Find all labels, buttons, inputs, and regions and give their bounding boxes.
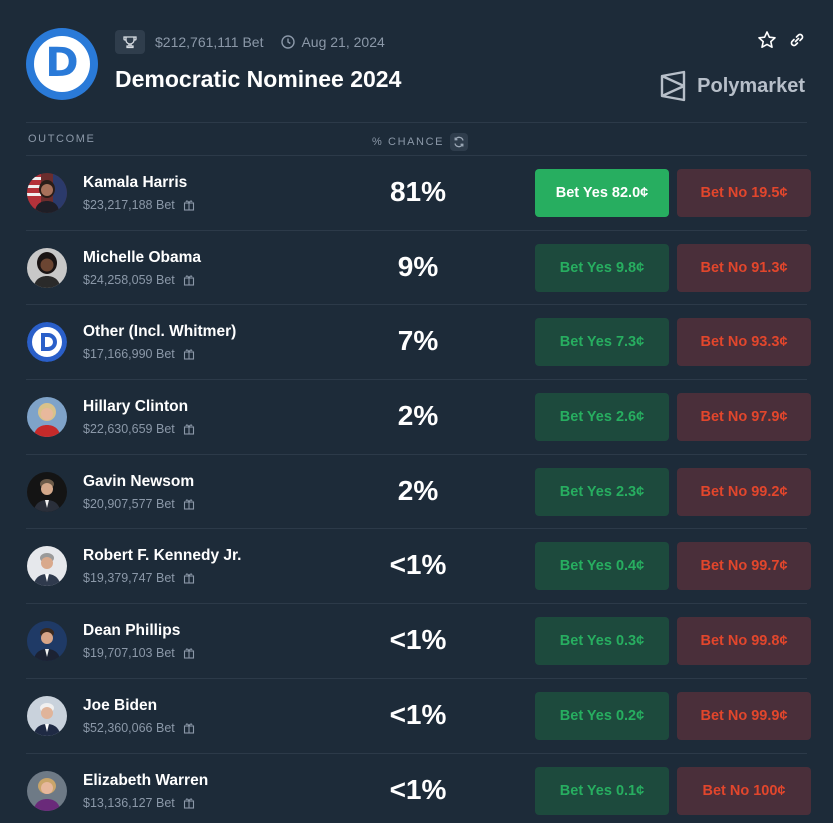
logo-letter: D [45, 40, 79, 86]
outcome-row: Hillary Clinton $22,630,659 Bet 2% Bet Y… [26, 380, 811, 455]
outcome-volume: $23,217,188 Bet [83, 198, 175, 212]
outcome-row: Gavin Newsom $20,907,577 Bet 2% Bet Yes … [26, 455, 811, 530]
outcome-chance: <1% [389, 624, 447, 656]
outcome-name[interactable]: Other (Incl. Whitmer) [83, 323, 237, 341]
outcome-volume: $20,907,577 Bet [83, 496, 175, 511]
avatar-other-democratic-logo [27, 322, 67, 363]
bet-no-button[interactable]: Bet No 99.2¢ [677, 467, 811, 516]
divider [26, 155, 807, 156]
polymarket-logo-icon [660, 70, 686, 102]
outcome-chance: 81% [389, 176, 447, 207]
outcome-chance: 2% [397, 400, 439, 432]
volume-text: $212,761,111 Bet [155, 34, 264, 50]
column-header-chance-label: % CHANCE [372, 136, 445, 148]
bet-yes-button[interactable]: Bet Yes 2.3¢ [535, 467, 669, 516]
outcome-name[interactable]: Gavin Newsom [83, 472, 195, 490]
outcome-row: Michelle Obama $24,258,059 Bet 9% Bet Ye… [26, 231, 811, 306]
gift-icon[interactable] [183, 423, 195, 435]
bet-yes-button[interactable]: Bet Yes 82.0¢ [535, 169, 669, 217]
gift-icon[interactable] [183, 498, 195, 510]
bet-yes-button[interactable]: Bet Yes 7.3¢ [535, 318, 669, 367]
outcome-row: Robert F. Kennedy Jr. $19,379,747 Bet <1… [26, 529, 811, 605]
refresh-icon[interactable] [450, 133, 469, 151]
trophy-icon [115, 30, 145, 54]
bet-no-button[interactable]: Bet No 93.3¢ [677, 318, 811, 367]
bet-no-button[interactable]: Bet No 19.5¢ [677, 169, 811, 217]
outcome-chance: 2% [397, 474, 439, 506]
bet-yes-button[interactable]: Bet Yes 0.3¢ [535, 617, 669, 666]
column-header-chance: % CHANCE [372, 133, 469, 151]
outcome-row: Elizabeth Warren $13,136,127 Bet <1% Bet… [26, 754, 811, 823]
bet-no-button[interactable]: Bet No 99.8¢ [677, 617, 811, 666]
avatar-newsom [27, 471, 67, 512]
outcome-volume: $19,379,747 Bet [83, 571, 175, 586]
outcome-row: Dean Phillips $19,707,103 Bet <1% Bet Ye… [26, 604, 811, 679]
avatar-kennedy [27, 546, 67, 587]
outcome-name[interactable]: Joe Biden [83, 696, 158, 714]
link-icon[interactable] [787, 30, 807, 55]
column-header-outcome: OUTCOME [28, 133, 96, 145]
page-title: Democratic Nominee 2024 [115, 66, 402, 92]
bet-yes-button[interactable]: Bet Yes 0.2¢ [535, 691, 669, 740]
outcome-name[interactable]: Elizabeth Warren [83, 771, 209, 789]
outcome-chance: 7% [397, 325, 439, 357]
avatar-biden [27, 695, 67, 736]
bet-yes-button[interactable]: Bet Yes 9.8¢ [535, 243, 669, 292]
gift-icon[interactable] [183, 274, 195, 286]
outcome-name[interactable]: Robert F. Kennedy Jr. [83, 547, 242, 565]
bet-no-button[interactable]: Bet No 91.3¢ [677, 243, 811, 292]
outcome-name[interactable]: Michelle Obama [83, 248, 202, 266]
outcome-name[interactable]: Hillary Clinton [83, 398, 189, 416]
gift-icon[interactable] [183, 647, 195, 659]
brand-name: Polymarket [697, 74, 805, 97]
avatar-warren [27, 770, 67, 811]
bet-yes-button[interactable]: Bet Yes 0.1¢ [535, 766, 669, 815]
gift-icon[interactable] [183, 199, 195, 211]
outcome-chance: <1% [389, 698, 447, 730]
outcome-volume: $19,707,103 Bet [83, 646, 175, 661]
outcome-volume: $24,258,059 Bet [83, 272, 175, 287]
clock-icon [281, 35, 296, 49]
market-header: D $212,761,111 Bet Aug 21, 2024 Democrat… [0, 0, 833, 122]
outcome-volume: $13,136,127 Bet [83, 795, 175, 810]
outcome-chance: 9% [397, 250, 439, 282]
outcome-chance: <1% [389, 773, 447, 805]
star-icon[interactable] [757, 30, 777, 55]
bet-no-button[interactable]: Bet No 97.9¢ [677, 393, 811, 442]
bet-no-button[interactable]: Bet No 99.9¢ [677, 691, 811, 740]
avatar-phillips [27, 621, 67, 662]
end-date: Aug 21, 2024 [301, 34, 385, 50]
gift-icon[interactable] [183, 572, 195, 584]
polymarket-brand[interactable]: Polymarket [659, 70, 805, 102]
gift-icon[interactable] [183, 722, 195, 734]
outcome-list: Kamala Harris $23,217,188 Bet 81% Bet Ye… [26, 156, 811, 823]
outcome-row: Joe Biden $52,360,066 Bet <1% Bet Yes 0.… [26, 679, 811, 754]
outcome-volume: $17,166,990 Bet [83, 347, 175, 362]
avatar-clinton [27, 397, 67, 438]
outcome-volume: $52,360,066 Bet [83, 720, 175, 735]
market-meta: $212,761,111 Bet Aug 21, 2024 [115, 30, 385, 54]
avatar-obama [27, 247, 67, 288]
bet-yes-button[interactable]: Bet Yes 0.4¢ [535, 542, 669, 591]
gift-icon[interactable] [183, 348, 195, 360]
bet-yes-button[interactable]: Bet Yes 2.6¢ [535, 393, 669, 442]
divider [26, 122, 807, 123]
bet-no-button[interactable]: Bet No 99.7¢ [677, 542, 811, 591]
outcome-row: Kamala Harris $23,217,188 Bet 81% Bet Ye… [26, 156, 811, 231]
outcome-chance: <1% [389, 549, 447, 581]
avatar-harris [27, 173, 67, 213]
democratic-logo: D [26, 28, 98, 100]
outcome-name[interactable]: Kamala Harris [83, 174, 188, 191]
outcome-name[interactable]: Dean Phillips [83, 622, 181, 640]
outcome-volume: $22,630,659 Bet [83, 422, 175, 437]
gift-icon[interactable] [183, 797, 195, 809]
bet-no-button[interactable]: Bet No 100¢ [677, 766, 811, 815]
outcome-row: Other (Incl. Whitmer) $17,166,990 Bet 7%… [26, 305, 811, 381]
